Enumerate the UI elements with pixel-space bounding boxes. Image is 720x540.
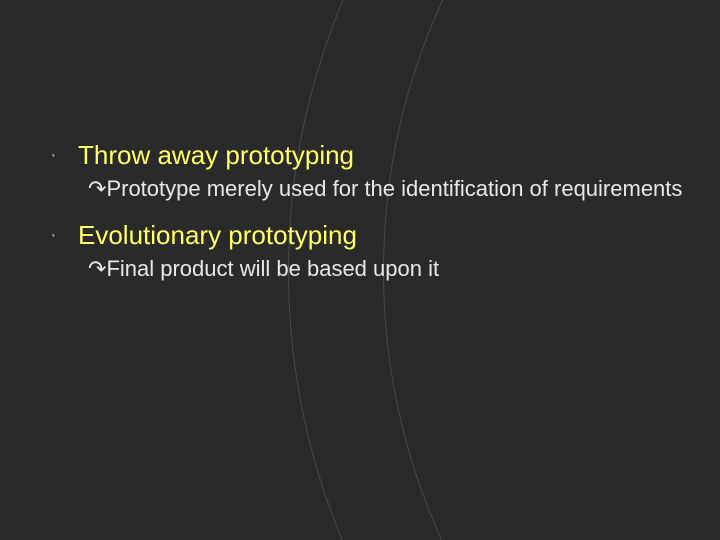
list-sub-item: ↷ Prototype merely used for the identifi… — [88, 176, 690, 202]
arrow-icon: ↷ — [88, 256, 106, 282]
main-item-title: Evolutionary prototyping — [78, 220, 357, 250]
arrow-icon: ↷ — [88, 176, 106, 202]
sub-item-text: Prototype merely used for the identifica… — [106, 176, 682, 202]
main-item-title: Throw away prototyping — [78, 140, 354, 170]
list-item: · Evolutionary prototyping — [50, 220, 690, 250]
list-sub-item: ↷ Final product will be based upon it — [88, 256, 690, 282]
bullet-dot-icon: · — [50, 140, 78, 170]
content-area: · Throw away prototyping ↷ Prototype mer… — [50, 140, 690, 300]
list-item: · Throw away prototyping — [50, 140, 690, 170]
bullet-dot-icon: · — [50, 220, 78, 250]
slide: · Throw away prototyping ↷ Prototype mer… — [0, 0, 720, 540]
sub-item-text: Final product will be based upon it — [106, 256, 439, 282]
